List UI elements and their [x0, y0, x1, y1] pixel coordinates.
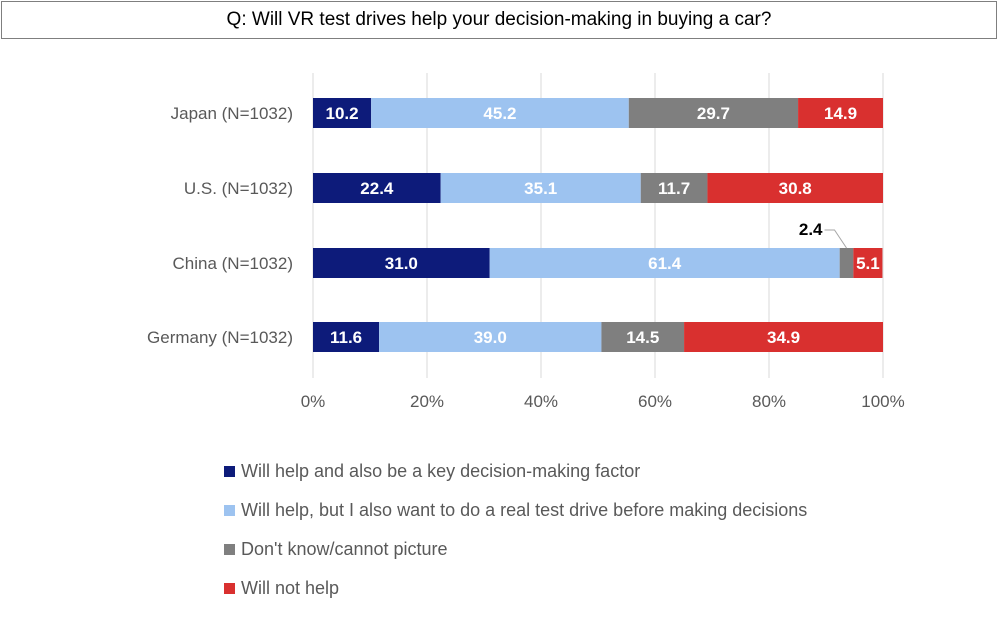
leader-line: [824, 229, 847, 249]
bar-segment: [313, 98, 372, 128]
legend-item: Will not help: [224, 569, 807, 608]
bar-segment: [313, 248, 490, 278]
bar-segment: [371, 98, 629, 128]
data-label: 22.4: [360, 179, 394, 198]
data-label: 31.0: [385, 254, 418, 273]
legend-label: Will help and also be a key decision-mak…: [241, 461, 641, 481]
category-label: China (N=1032): [173, 254, 294, 273]
legend: Will help and also be a key decision-mak…: [224, 452, 807, 608]
category-label: U.S. (N=1032): [184, 179, 293, 198]
category-label: Germany (N=1032): [147, 328, 293, 347]
legend-item: Will help, but I also want to do a real …: [224, 491, 807, 530]
bar-segment: [798, 98, 883, 128]
data-label: 14.9: [824, 104, 857, 123]
x-tick-label: 40%: [524, 392, 558, 411]
data-label: 5.1: [856, 254, 880, 273]
category-label: Japan (N=1032): [171, 104, 293, 123]
data-label: 2.4: [799, 220, 823, 239]
x-tick-label: 0%: [301, 392, 326, 411]
bar-segment: [640, 173, 708, 203]
legend-item: Will help and also be a key decision-mak…: [224, 452, 807, 491]
bar-segment: [601, 322, 685, 352]
x-tick-label: 60%: [638, 392, 672, 411]
chart-title: Q: Will VR test drives help your decisio…: [1, 1, 997, 39]
legend-swatch: [224, 466, 235, 477]
data-label: 34.9: [767, 328, 800, 347]
data-label: 30.8: [779, 179, 812, 198]
legend-swatch: [224, 544, 235, 555]
data-label: 11.7: [658, 179, 690, 198]
data-label: 29.7: [697, 104, 730, 123]
bar-segment: [839, 248, 854, 278]
data-label: 11.6: [330, 328, 362, 347]
legend-item: Don't know/cannot picture: [224, 530, 807, 569]
x-tick-label: 100%: [861, 392, 904, 411]
plot-area: 0% 20% 40% 60% 80% 100% Japan (N=1032) U.S. (N=…: [147, 73, 905, 411]
legend-label: Don't know/cannot picture: [241, 539, 448, 559]
legend-swatch: [224, 583, 235, 594]
data-label: 45.2: [483, 104, 516, 123]
bar-segment: [379, 322, 602, 352]
x-tick-label: 80%: [752, 392, 786, 411]
bar-segment: [313, 173, 441, 203]
bar-segment: [489, 248, 840, 278]
data-label: 61.4: [648, 254, 682, 273]
bar-segment: [684, 322, 883, 352]
bar-segment: [707, 173, 883, 203]
data-label: 39.0: [474, 328, 507, 347]
bar-segment: [628, 98, 799, 128]
x-tick-label: 20%: [410, 392, 444, 411]
data-label: 10.2: [326, 104, 359, 123]
legend-label: Will not help: [241, 578, 340, 598]
bar-segment: [313, 322, 380, 352]
legend-swatch: [224, 505, 235, 516]
data-label: 35.1: [524, 179, 557, 198]
legend-label: Will help, but I also want to do a real …: [241, 500, 808, 520]
bar-segment: [853, 248, 883, 278]
bar-segment: [440, 173, 641, 203]
data-label: 14.5: [626, 328, 659, 347]
